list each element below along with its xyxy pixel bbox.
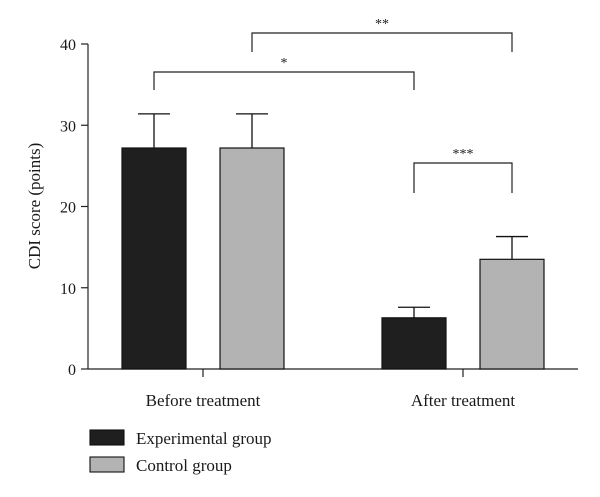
y-axis-label: CDI score (points)	[25, 143, 44, 270]
y-tick-label: 10	[60, 281, 76, 298]
y-tick-label: 30	[60, 118, 76, 135]
significance-experimental-line	[153, 71, 415, 90]
x-tick-label: Before treatment	[146, 391, 261, 410]
bar-control-before	[219, 147, 285, 370]
significance-control-label: **	[375, 17, 389, 32]
y-tick-label: 40	[60, 37, 76, 54]
y-axis: 0 10 20 30 40	[60, 37, 89, 379]
legend: Experimental group Control group	[89, 429, 272, 475]
significance-experimental-label: *	[281, 56, 288, 71]
significance-brackets: ******	[153, 17, 513, 193]
y-tick-label: 20	[60, 200, 76, 217]
y-tick-label: 0	[68, 362, 76, 379]
legend-label-experimental: Experimental group	[136, 429, 272, 448]
x-tick-label: After treatment	[411, 391, 516, 410]
legend-swatch-control	[89, 456, 125, 473]
significance-control-line	[251, 32, 513, 52]
legend-label-control: Control group	[136, 456, 232, 475]
significance-after-label: ***	[453, 147, 474, 162]
bar-experimental-before	[121, 147, 187, 370]
error-bars	[138, 113, 528, 318]
significance-after-line	[413, 162, 513, 193]
bar-control-after	[479, 258, 545, 370]
bars	[121, 147, 545, 370]
x-axis: Before treatment After treatment	[88, 368, 578, 410]
legend-swatch-experimental	[89, 429, 125, 446]
bar-experimental-after	[381, 317, 447, 370]
